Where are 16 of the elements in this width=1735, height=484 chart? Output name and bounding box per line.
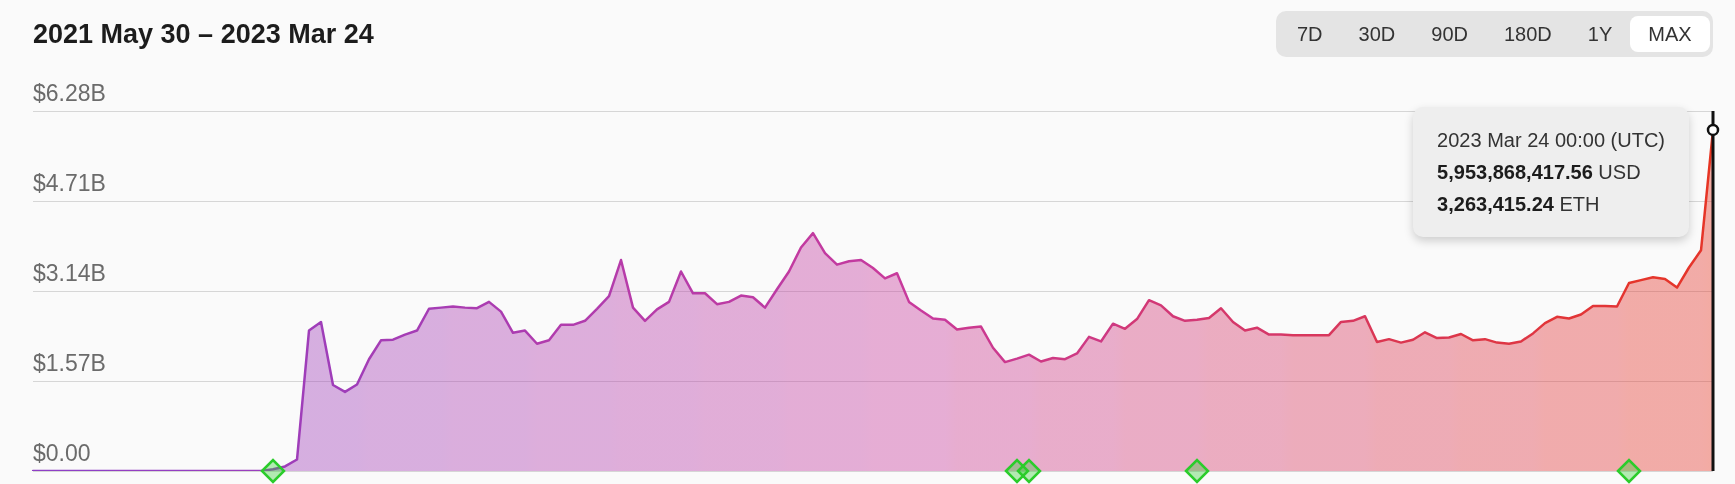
y-tick-label: $4.71B	[33, 170, 106, 196]
range-button[interactable]: 1Y	[1569, 16, 1631, 52]
y-tick-label: $1.57B	[33, 350, 106, 376]
annotation: 2023 Mar 24 00:00 (UTC)	[1437, 129, 1665, 151]
range-button[interactable]: MAX	[1630, 16, 1710, 52]
annotation: 3,263,415.24 ETH	[1437, 193, 1600, 215]
range-button[interactable]: 7D	[1279, 16, 1341, 52]
y-tick-label: $0.00	[33, 440, 91, 466]
range-button[interactable]: 30D	[1340, 16, 1414, 52]
tooltip-panel: 2023 Mar 24 00:00 (UTC) 5,953,868,417.56 USD 3,263,415.24 ETH	[1413, 107, 1689, 237]
y-tick-label: $6.28B	[33, 80, 106, 106]
y-tick-label: $3.14B	[33, 260, 106, 286]
chart-title: 2021 May 30 – 2023 Mar 24	[33, 19, 374, 49]
annotation: 5,953,868,417.56 USD	[1437, 161, 1641, 183]
range-button[interactable]: 180D	[1486, 16, 1570, 52]
range-button[interactable]: 90D	[1413, 16, 1486, 52]
